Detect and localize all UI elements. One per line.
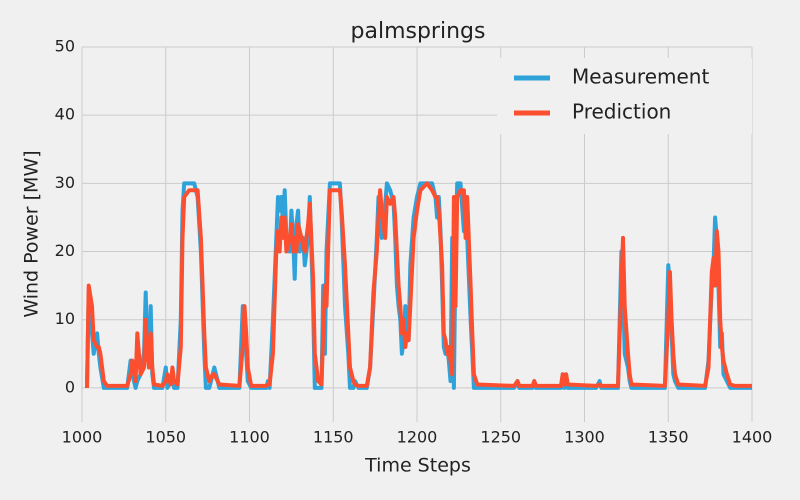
y-tick-label: 10 xyxy=(55,309,75,328)
x-tick-label: 1100 xyxy=(229,428,270,447)
x-tick-label: 1150 xyxy=(313,428,354,447)
legend: Measurement Prediction xyxy=(497,58,752,134)
x-tick-label: 1350 xyxy=(648,428,689,447)
y-tick-label: 30 xyxy=(55,173,75,192)
y-tick-label: 40 xyxy=(55,105,75,124)
y-tick-label: 20 xyxy=(55,241,75,260)
legend-label: Measurement xyxy=(572,65,709,89)
chart-title: palmsprings xyxy=(351,19,486,44)
y-axis-label: Wind Power [MW] xyxy=(21,150,43,317)
x-tick-label: 1000 xyxy=(62,428,103,447)
series-line xyxy=(85,181,752,388)
legend-label: Prediction xyxy=(572,100,671,124)
grid: 0 10 20 30 40 50 1000 1050 1100 1150 1200 1250 1300 1… xyxy=(55,37,773,447)
x-tick-label: 1400 xyxy=(732,428,773,447)
legend-box xyxy=(497,58,752,134)
x-axis-label: Time Steps xyxy=(364,455,471,477)
x-tick-label: 1250 xyxy=(480,428,521,447)
y-tick-label: 50 xyxy=(55,37,75,56)
x-tick-label: 1300 xyxy=(564,428,605,447)
x-tick-label: 1200 xyxy=(397,428,438,447)
y-tick-label: 0 xyxy=(65,377,75,396)
x-tick-label: 1050 xyxy=(145,428,186,447)
lines xyxy=(85,181,752,390)
